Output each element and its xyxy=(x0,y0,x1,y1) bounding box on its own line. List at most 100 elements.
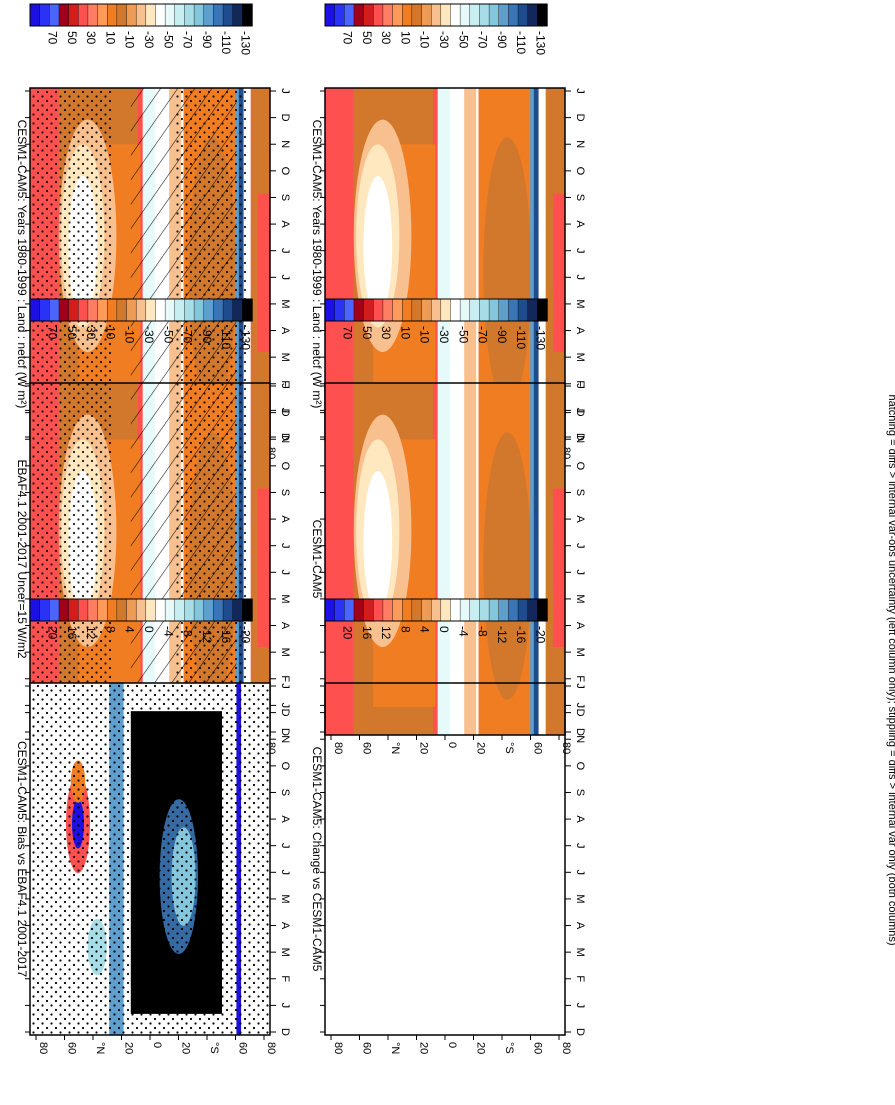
colorbar-label: 16 xyxy=(360,626,374,640)
colorbar-label: -10 xyxy=(418,31,432,49)
month-label: D xyxy=(279,728,291,736)
month-label: M xyxy=(574,894,586,903)
colorbar-swatch xyxy=(222,598,234,622)
colorbar-swatch xyxy=(430,3,442,27)
panel-top-right: DJFMAMJJASONDJ8060°N20020°S6080CESM1-CAM… xyxy=(310,3,586,459)
colorbar-swatch xyxy=(498,3,510,27)
month-label: O xyxy=(574,462,586,471)
colorbar-swatch xyxy=(49,3,60,27)
colorbar-swatch xyxy=(488,298,500,322)
colorbar-swatch xyxy=(232,598,244,622)
colorbar-swatch xyxy=(39,598,51,622)
colorbar-swatch xyxy=(135,3,147,27)
month-label: J xyxy=(279,870,291,876)
colorbar-swatch xyxy=(324,3,336,27)
field-band xyxy=(243,88,251,440)
month-label: J xyxy=(279,88,291,94)
colorbar-label: -110 xyxy=(219,326,233,349)
month-label: J xyxy=(279,408,291,414)
colorbar-swatch xyxy=(344,298,355,322)
month-label: M xyxy=(279,894,291,903)
lat-label: 20 xyxy=(475,1042,487,1054)
colorbar-swatch xyxy=(421,3,432,27)
colorbar-label: -8 xyxy=(181,626,195,637)
colorbar-swatch xyxy=(459,598,471,622)
month-label: J xyxy=(574,703,586,709)
colorbar-swatch xyxy=(440,298,452,322)
lat-label: 80 xyxy=(560,1042,572,1054)
colorbar-label: -110 xyxy=(514,31,528,54)
month-label: F xyxy=(279,675,291,682)
colorbar-label: 12 xyxy=(84,626,98,640)
colorbar-swatch xyxy=(450,3,461,27)
colorbar-label: 0 xyxy=(437,626,451,633)
colorbar-swatch xyxy=(58,298,70,322)
colorbar-label: 10 xyxy=(398,31,412,45)
colorbar-swatch xyxy=(411,598,423,622)
month-label: F xyxy=(279,380,291,387)
colorbar-swatch xyxy=(430,298,442,322)
colorbar-frame xyxy=(29,298,253,322)
colorbar-swatch xyxy=(353,3,365,27)
colorbar-swatch xyxy=(68,3,79,27)
colorbar-label: -10 xyxy=(418,326,432,344)
colorbar-swatch xyxy=(459,298,471,322)
lat-label: °N xyxy=(389,1042,401,1054)
month-label: J xyxy=(279,1003,291,1009)
lat-label: °S xyxy=(503,1042,515,1054)
colorbar-swatch xyxy=(68,598,79,622)
lat-label: 60 xyxy=(237,1042,249,1054)
colorbar-label: -30 xyxy=(142,31,156,49)
colorbar-swatch xyxy=(78,298,89,322)
colorbar-swatch xyxy=(97,3,108,27)
colorbar-swatch xyxy=(402,3,413,27)
colorbar-swatch xyxy=(39,3,51,27)
month-label: J xyxy=(574,275,586,281)
colorbar-label: -110 xyxy=(219,31,233,54)
lat-label: 60 xyxy=(532,742,544,754)
colorbar-swatch xyxy=(373,598,384,622)
lat-label: °N xyxy=(94,1042,106,1054)
lat-label: 60 xyxy=(361,742,373,754)
month-label: F xyxy=(574,380,586,387)
lat-label: °S xyxy=(503,742,515,754)
colorbar-swatch xyxy=(334,3,346,27)
field-band xyxy=(538,88,546,440)
colorbar-label: -70 xyxy=(476,31,490,49)
colorbar-swatch xyxy=(537,298,548,322)
colorbar-swatch xyxy=(334,598,346,622)
lat-label: 0 xyxy=(446,1042,458,1048)
colorbar-swatch xyxy=(324,598,336,622)
field-band xyxy=(553,193,565,352)
colorbar-swatch xyxy=(97,298,108,322)
colorbar-label: -10 xyxy=(123,326,137,344)
colorbar-swatch xyxy=(382,598,394,622)
colorbar-swatch xyxy=(87,3,99,27)
colorbar-swatch xyxy=(242,3,253,27)
colorbar-label: 50 xyxy=(360,326,374,340)
colorbar-label: 0 xyxy=(142,626,156,633)
colorbar-swatch xyxy=(517,598,529,622)
colorbar-label: 50 xyxy=(65,31,79,45)
month-label: N xyxy=(574,140,586,148)
colorbar-swatch xyxy=(363,598,374,622)
colorbar-label: 10 xyxy=(398,326,412,340)
stippling xyxy=(30,683,270,1035)
colorbar-label: 20 xyxy=(340,626,354,640)
colorbar-label: 16 xyxy=(65,626,79,640)
colorbar-swatch xyxy=(450,298,461,322)
colorbar-swatch xyxy=(174,3,186,27)
month-label: O xyxy=(574,167,586,176)
lat-label: 60 xyxy=(66,1042,78,1054)
colorbar-swatch xyxy=(479,3,490,27)
colorbar-swatch xyxy=(164,598,176,622)
colorbar-swatch xyxy=(164,3,176,27)
month-label: O xyxy=(279,762,291,771)
month-label: J xyxy=(574,248,586,254)
lat-label: °S xyxy=(208,1042,220,1054)
colorbar-swatch xyxy=(430,598,442,622)
panel-title: CESM1-CAM5: Years 1980-1999 : Land : net… xyxy=(310,120,324,409)
colorbar-swatch xyxy=(469,3,481,27)
month-label: S xyxy=(574,789,586,796)
colorbar-swatch xyxy=(421,598,432,622)
